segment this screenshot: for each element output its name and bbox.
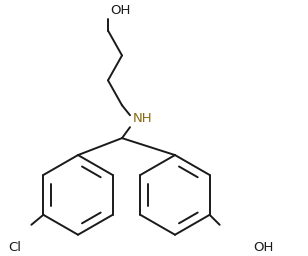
Text: Cl: Cl: [8, 241, 21, 254]
Text: NH: NH: [133, 112, 153, 125]
Text: OH: OH: [110, 4, 130, 17]
Text: OH: OH: [253, 241, 274, 254]
